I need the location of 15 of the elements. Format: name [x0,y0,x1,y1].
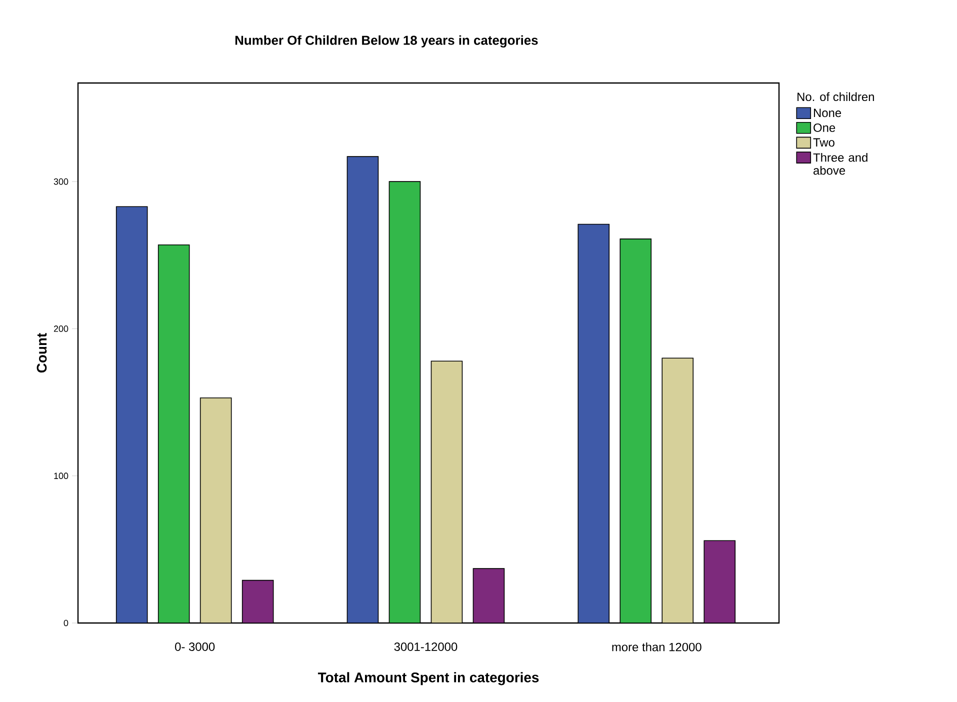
x-tick-label: 3001-12000 [394,642,458,651]
legend-label: One [814,123,836,132]
x-tick-label: more than 12000 [612,642,702,652]
legend-title: No. of children [798,92,874,102]
y-axis-title: Count [36,333,47,373]
legend-label: Two [813,138,834,147]
legend-label: Three and above [813,153,868,175]
x-axis-title: Total Amount Spent in categories [318,672,539,686]
y-tick-label: 200 [54,326,68,332]
chart-title: Number Of Children Below 18 years in categories [235,35,538,48]
y-tick-label: 0 [64,620,68,626]
x-tick-label: 0- 3000 [175,642,215,651]
legend-label: None [814,108,842,118]
y-tick-label: 300 [54,178,68,185]
y-tick-label: 100 [54,472,68,480]
